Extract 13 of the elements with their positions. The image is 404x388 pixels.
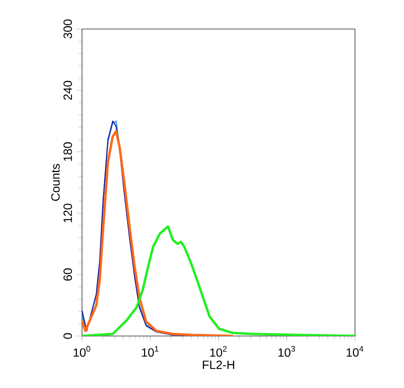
x-tick-label: 10$^{3}$ <box>278 346 295 357</box>
y-tick-label: 180 <box>64 142 72 161</box>
x-tick-label: 10$^{1}$ <box>142 346 158 357</box>
x-tick-label: 10$^{4}$ <box>346 346 364 357</box>
y-tick-label: 300 <box>64 19 72 39</box>
y-axis-title: Counts <box>51 164 60 201</box>
y-tick-label: 120 <box>64 204 72 222</box>
x-tick-label: 10$^{0}$ <box>74 346 90 357</box>
x-tick-label: 10$^{2}$ <box>210 346 227 357</box>
x-axis-title: FL2-H <box>202 360 234 369</box>
y-tick-label: 0 <box>64 333 72 339</box>
y-tick-label: 60 <box>64 268 72 281</box>
y-tick-label: 240 <box>64 80 72 100</box>
